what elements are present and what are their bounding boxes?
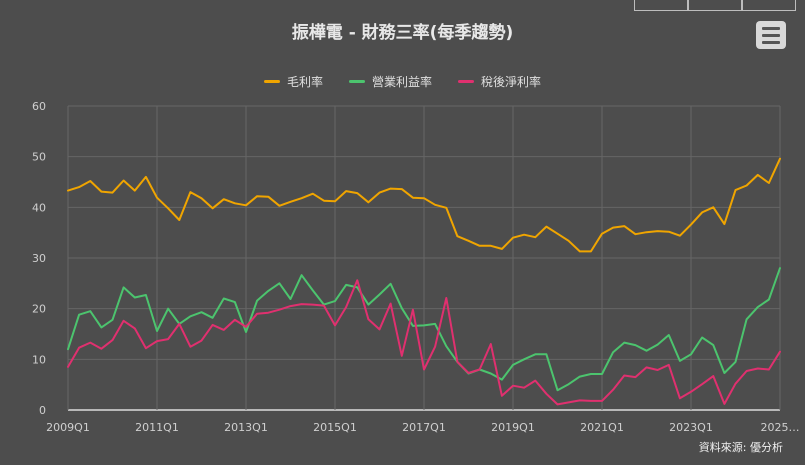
y-tick-label: 10: [32, 353, 46, 366]
y-tick-label: 60: [32, 100, 46, 113]
top-tab-2[interactable]: [688, 0, 742, 11]
legend-label-operating: 營業利益率: [371, 75, 432, 89]
hamburger-menu-icon: [762, 26, 780, 30]
y-axis-ticks: 0 10 20 30 40 50 60: [32, 100, 46, 417]
legend-item-net[interactable]: 稅後淨利率: [458, 73, 541, 90]
chart-title: 振樺電 - 財務三率(每季趨勢): [291, 23, 514, 43]
legend-item-gross[interactable]: 毛利率: [263, 73, 323, 90]
x-tick-label: 2017Q1: [402, 421, 446, 434]
top-tabs: [634, 0, 796, 11]
x-tick-label: 2025…: [761, 421, 800, 434]
chart-grid: [67, 105, 781, 411]
chart-menu-button[interactable]: [756, 21, 786, 49]
legend-swatch-net: [458, 80, 474, 83]
chart-series: [67, 157, 781, 406]
legend-swatch-operating: [348, 80, 365, 83]
y-tick-label: 20: [32, 303, 46, 316]
x-tick-label: 2023Q1: [669, 421, 713, 434]
x-tick-label: 2011Q1: [135, 421, 179, 434]
y-tick-label: 30: [32, 252, 46, 265]
top-tab-3[interactable]: [742, 0, 796, 11]
data-source-credit: 資料來源: 優分析: [698, 441, 783, 454]
x-tick-label: 2021Q1: [580, 421, 624, 434]
x-tick-label: 2015Q1: [313, 421, 357, 434]
x-tick-label: 2019Q1: [491, 421, 535, 434]
legend-label-net: 稅後淨利率: [481, 75, 542, 89]
x-tick-label: 2009Q1: [46, 421, 90, 434]
y-tick-label: 50: [32, 151, 46, 164]
chart-legend: 毛利率 營業利益率 稅後淨利率: [0, 73, 805, 90]
y-tick-label: 40: [32, 201, 46, 214]
x-axis-ticks: 2009Q1 2011Q1 2013Q1 2015Q1 2017Q1 2019Q1 2021…: [46, 421, 799, 434]
top-tab-1[interactable]: [634, 0, 688, 11]
y-tick-label: 0: [39, 404, 46, 417]
legend-item-operating[interactable]: 營業利益率: [348, 73, 432, 90]
legend-swatch-gross: [263, 80, 280, 83]
x-tick-label: 2013Q1: [224, 421, 268, 434]
legend-label-gross: 毛利率: [286, 75, 323, 89]
